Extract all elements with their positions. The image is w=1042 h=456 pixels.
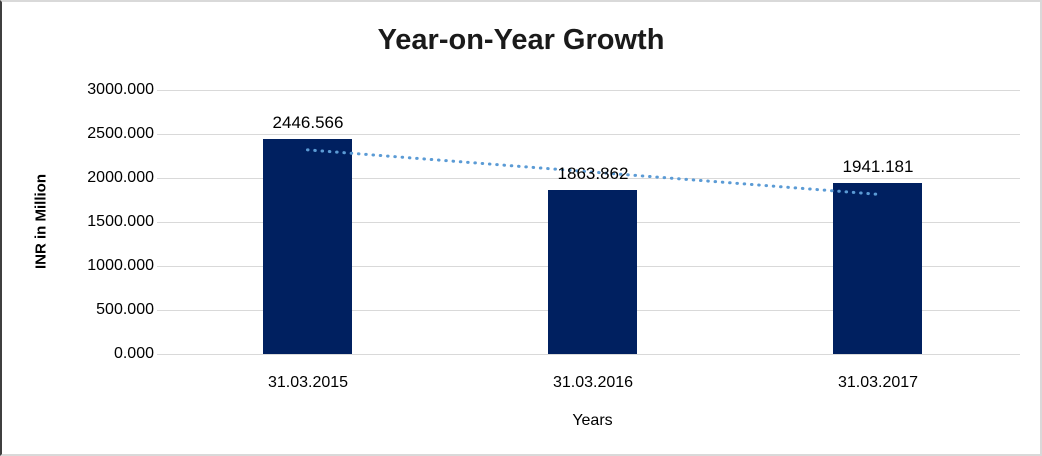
x-axis-tick-label: 31.03.2015 — [267, 374, 349, 391]
bar-31.03.2015 — [263, 139, 352, 354]
bar-data-label: 1941.181 — [842, 157, 914, 176]
chart-title: Year-on-Year Growth — [377, 24, 665, 56]
y-axis-tick-label: 2000.000 — [87, 169, 154, 186]
bar-data-label: 1863.862 — [557, 164, 629, 183]
y-axis-tickmark — [157, 266, 165, 267]
gridline — [165, 354, 1020, 355]
y-axis-tick-label: 1000.000 — [87, 257, 154, 274]
plot-area — [165, 90, 1020, 355]
y-axis-tickmark — [157, 90, 165, 91]
bar-data-label: 2446.566 — [272, 113, 344, 132]
gridline — [165, 134, 1020, 135]
x-axis-tick-label: 31.03.2016 — [552, 374, 634, 391]
y-axis-tickmark — [157, 310, 165, 311]
y-axis-tickmark — [157, 178, 165, 179]
gridline — [165, 178, 1020, 179]
bar-31.03.2016 — [548, 190, 637, 354]
x-axis-tick-label: 31.03.2017 — [837, 374, 919, 391]
trendline — [306, 148, 879, 196]
x-axis-title: Years — [572, 412, 613, 429]
y-axis-tick-label: 1500.000 — [87, 213, 154, 230]
y-axis-tick-label: 2500.000 — [87, 125, 154, 142]
bar-31.03.2017 — [833, 183, 922, 354]
y-axis-tick-label: 500.000 — [96, 301, 154, 318]
y-axis-tick-label: 3000.000 — [87, 81, 154, 98]
y-axis-tickmark — [157, 354, 165, 355]
y-axis-tick-label: 0.000 — [113, 345, 154, 362]
trendline-layer — [306, 148, 879, 196]
gridline — [165, 90, 1020, 91]
y-axis-tickmark — [157, 134, 165, 135]
y-axis-tickmark — [157, 222, 165, 223]
